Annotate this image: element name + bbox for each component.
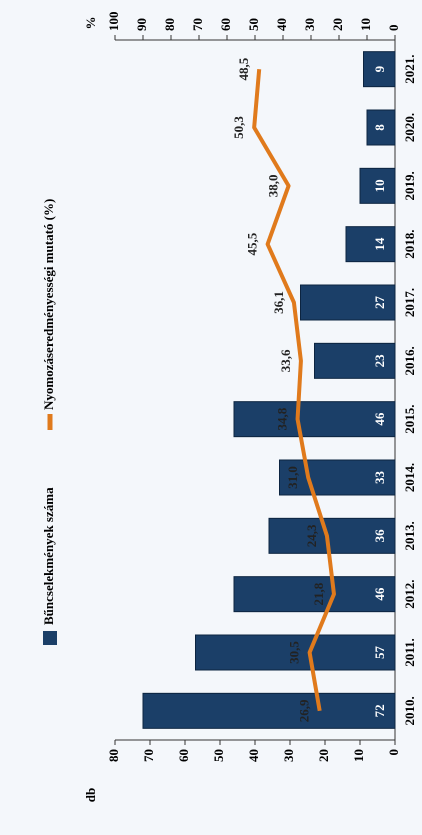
chart-body: db % 0 10 20 30 40 50 60 70 80 0 10 20 30 40 50 60 70 80 9…: [41, 12, 417, 803]
y2-tick-label: 90: [134, 18, 149, 31]
y2-tick-label: 40: [274, 18, 289, 31]
y-tick-label: 20: [316, 749, 331, 762]
bar-label: 23: [372, 354, 387, 368]
x-tick-label: 2014.: [402, 463, 417, 492]
legend-label: Bűncselekmények száma: [41, 487, 56, 625]
bar-label: 57: [372, 646, 387, 660]
x-tick-label: 2013.: [402, 521, 417, 550]
x-tick-label: 2010.: [402, 696, 417, 725]
bar: [195, 634, 396, 671]
y-tick-label: 40: [246, 749, 261, 762]
bar-label: 33: [372, 471, 387, 485]
y2-tick-label: 30: [302, 18, 317, 31]
bar: [142, 692, 396, 729]
line-label: 30,5: [287, 641, 302, 664]
line-label: 36,1: [271, 291, 286, 314]
bar: [233, 401, 396, 438]
x-tick-label: 2019.: [402, 171, 417, 200]
bar: [233, 576, 396, 613]
y-tick-label: 10: [351, 749, 366, 762]
y2-tick-label: 50: [246, 18, 261, 31]
x-tick-label: 2018.: [402, 230, 417, 259]
line-label: 31,0: [285, 466, 300, 489]
x-tick-label: 2017.: [402, 288, 417, 317]
y2-tick-label: 60: [218, 18, 233, 31]
line-label: 50,3: [231, 116, 246, 139]
bar: [314, 342, 396, 379]
bar: [268, 517, 396, 554]
y2-tick-label: 70: [190, 18, 205, 31]
line-label: 34,8: [275, 407, 290, 430]
line-label: 24,3: [304, 524, 319, 547]
bar: [366, 109, 396, 146]
y2-tick-label: 20: [330, 18, 345, 31]
y2-tick-label: 10: [358, 18, 373, 31]
bar: [363, 51, 396, 88]
line-label: 45,5: [245, 232, 260, 255]
bar-label: 8: [372, 124, 387, 131]
x-tick-label: 2011.: [402, 638, 417, 667]
line-label: 33,6: [278, 349, 293, 372]
y2-tick-label: 0: [386, 25, 401, 32]
bar-label: 27: [372, 296, 387, 310]
y-tick-label: 50: [211, 749, 226, 762]
legend-swatch: [43, 631, 57, 645]
line-label: 48,5: [236, 57, 251, 80]
y2-tick-label: 80: [162, 18, 177, 31]
y-tick-label: 80: [106, 749, 121, 762]
y-tick-label: 60: [176, 749, 191, 762]
x-tick-label: 2015.: [402, 405, 417, 434]
legend-label: Nyomozáseredményességi mutató (%): [41, 199, 56, 410]
bar-label: 14: [372, 237, 387, 251]
bar-label: 36: [372, 529, 387, 543]
y2-tick-label: 100: [106, 12, 121, 32]
x-tick-label: 2021.: [402, 55, 417, 84]
bar: [345, 226, 396, 263]
y-tick-label: 70: [141, 749, 156, 762]
bar-label: 9: [372, 65, 387, 72]
bar-label: 72: [372, 704, 387, 717]
y-tick-label: 30: [281, 749, 296, 762]
bar: [359, 167, 396, 204]
line: [252, 68, 336, 712]
y-axis-label: db: [83, 788, 98, 802]
y2-axis-label: %: [83, 17, 98, 30]
x-tick-label: 2016.: [402, 346, 417, 375]
bar: [300, 284, 396, 321]
x-tick-label: 2012.: [402, 580, 417, 609]
line-label: 38,0: [266, 174, 281, 197]
y-tick-label: 0: [386, 749, 401, 756]
x-tick-label: 2020.: [402, 113, 417, 142]
bar-label: 46: [372, 412, 387, 426]
bar-label: 46: [372, 587, 387, 601]
bar-label: 10: [372, 179, 387, 192]
line-label: 21,8: [311, 582, 326, 605]
line-label: 26,9: [297, 699, 312, 722]
